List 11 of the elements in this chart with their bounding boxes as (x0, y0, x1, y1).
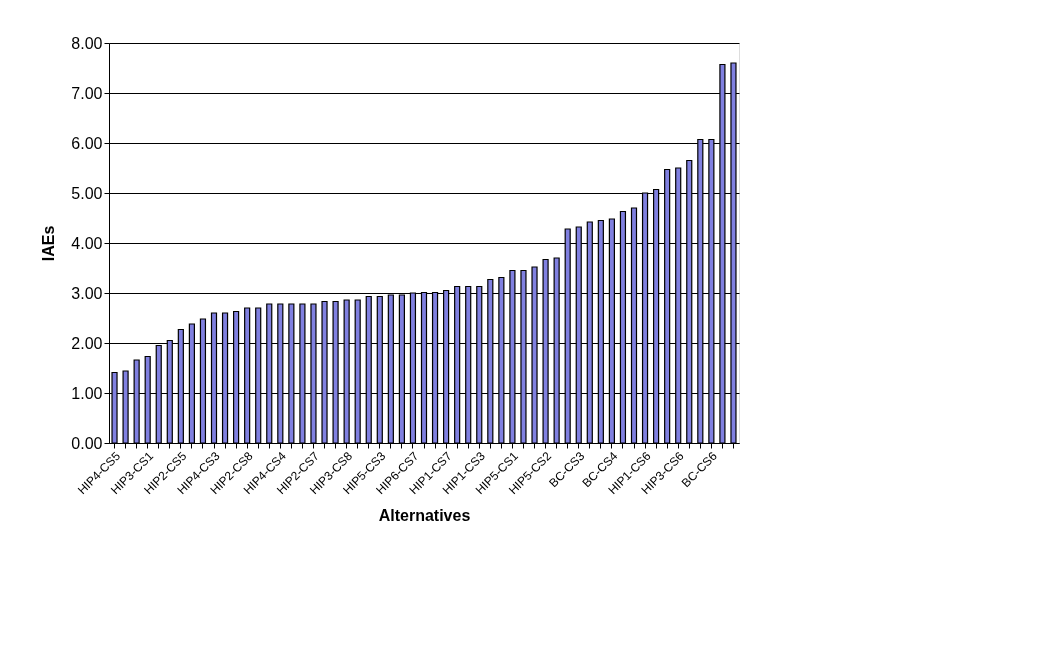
y-axis-title: IAEs (40, 225, 58, 262)
y-tick-label: 2.00 (71, 334, 103, 352)
x-axis-title: Alternatives (378, 507, 471, 525)
y-tick-label: 1.00 (71, 384, 103, 402)
y-tick-label: 4.00 (71, 234, 103, 252)
y-tick-label: 5.00 (71, 184, 103, 202)
y-tick-label: 0.00 (71, 434, 103, 452)
y-tick-label: 3.00 (71, 284, 103, 302)
y-tick-label: 7.00 (71, 84, 103, 102)
y-tick-label: 8.00 (71, 34, 103, 52)
y-tick-label: 6.00 (71, 134, 103, 152)
